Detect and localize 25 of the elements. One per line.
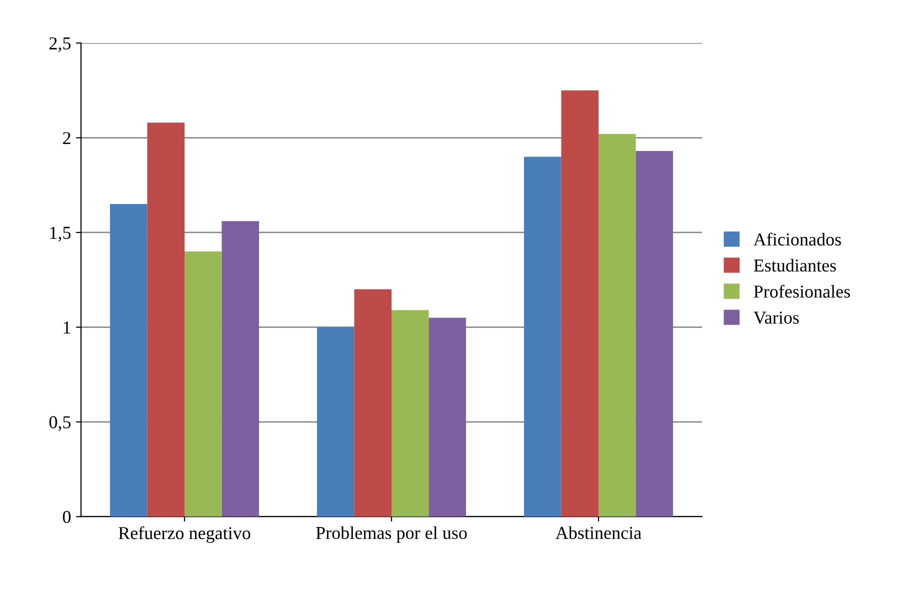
legend-label: Aficionados xyxy=(754,232,841,246)
y-tick-label: 2 xyxy=(63,132,70,144)
y-tick-label: 1 xyxy=(64,322,70,334)
legend-label: Varios xyxy=(754,312,799,324)
y-tick-label: 0 xyxy=(62,510,71,524)
bar xyxy=(184,251,222,517)
legend-label: Estudiantes xyxy=(754,258,836,272)
y-tick-label: 0,5 xyxy=(49,416,71,431)
bar xyxy=(354,289,392,517)
x-tick-label: Problemas por el uso xyxy=(316,526,467,543)
bar xyxy=(110,204,148,517)
y-tick-label: 1,5 xyxy=(50,226,71,242)
bar xyxy=(316,327,354,517)
legend-label: Profesionales xyxy=(754,284,850,298)
bar xyxy=(524,156,562,517)
bar xyxy=(598,134,636,517)
y-tick-label: 2,5 xyxy=(50,37,71,52)
bar xyxy=(392,310,429,517)
bar xyxy=(222,221,260,517)
bar xyxy=(428,318,466,517)
x-tick-label: Abstinencia xyxy=(556,526,642,540)
x-tick-label: Refuerzo negativo xyxy=(118,526,250,543)
bar xyxy=(636,151,674,517)
bar xyxy=(561,90,598,517)
bar xyxy=(147,122,184,517)
